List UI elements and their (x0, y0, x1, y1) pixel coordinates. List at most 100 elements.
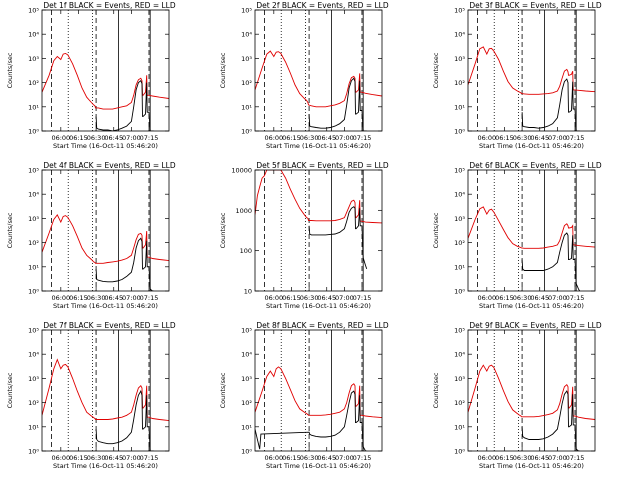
x-tick-label: 06:15 (495, 454, 514, 462)
x-tick-label: 06:30 (87, 134, 106, 142)
y-tick-label: 10⁵ (28, 167, 39, 175)
x-axis-label: Start Time (16-Oct-11 05:46:20) (266, 302, 371, 310)
plot-frame (467, 169, 596, 292)
x-tick-label: 07:00 (335, 294, 354, 302)
x-tick-label: 07:00 (335, 134, 354, 142)
x-tick-label: 06:00 (51, 134, 70, 142)
x-tick-label: 06:45 (104, 454, 123, 462)
time-markers (264, 10, 364, 131)
y-tick-label: 10⁴ (28, 351, 39, 359)
y-tick-label: 10⁰ (28, 448, 39, 456)
panel-title: Det 6f BLACK = Events, RED = LLD (469, 161, 602, 170)
lld-trace (42, 53, 169, 110)
y-axis-label: Counts/sec (432, 212, 440, 248)
x-tick-label: 06:30 (87, 454, 106, 462)
x-tick-label: 06:45 (317, 134, 336, 142)
y-tick-label: 10³ (241, 55, 252, 63)
y-axis-label: Counts/sec (6, 52, 14, 88)
x-tick-label: 06:15 (69, 454, 88, 462)
events-trace (308, 77, 367, 131)
y-axis-label: Counts/sec (6, 212, 14, 248)
y-tick-label: 10³ (28, 55, 39, 63)
y-tick-label: 10⁵ (454, 7, 465, 15)
x-tick-label: 07:00 (122, 294, 141, 302)
y-tick-label: 10² (454, 79, 465, 87)
y-tick-label: 10² (241, 79, 252, 87)
x-tick-label: 06:00 (51, 294, 70, 302)
panel-det-6: Det 6f BLACK = Events, RED = LLD 10⁰ 10¹ 10… (432, 161, 602, 310)
y-axis-label: Counts/sec (432, 372, 440, 408)
events-trace (521, 232, 581, 291)
y-tick-label: 1000 (235, 207, 252, 215)
y-tick-label: 10⁵ (241, 7, 252, 15)
events-trace (521, 390, 580, 451)
events-trace (521, 78, 580, 131)
y-tick-label: 10¹ (454, 103, 465, 111)
x-tick-label: 07:00 (548, 454, 567, 462)
plot-frame (41, 9, 170, 132)
panel-title: Det 3f BLACK = Events, RED = LLD (469, 1, 602, 10)
y-tick-label: 10² (241, 399, 252, 407)
x-tick-label: 06:30 (513, 134, 532, 142)
y-axis-label: Counts/sec (432, 52, 440, 88)
y-tick-label: 10⁴ (241, 31, 252, 39)
events-trace (308, 206, 368, 270)
panel-det-7: Det 7f BLACK = Events, RED = LLD 10⁰ 10¹ 10… (6, 321, 176, 470)
x-axis-label: Start Time (16-Oct-11 05:46:20) (53, 302, 158, 310)
y-tick-label: 10⁰ (28, 288, 39, 296)
panel-title: Det 8f BLACK = Events, RED = LLD (256, 321, 389, 330)
y-tick-label: 10² (28, 399, 39, 407)
x-axis-label: Start Time (16-Oct-11 05:46:20) (266, 462, 371, 470)
plot-frame (254, 9, 383, 132)
plot-frame (254, 169, 383, 292)
y-tick-label: 100 (240, 247, 252, 255)
events-trace (255, 390, 367, 451)
y-tick-label: 10¹ (28, 263, 39, 271)
x-axis-label: Start Time (16-Oct-11 05:46:20) (266, 142, 371, 150)
x-axis-label: Start Time (16-Oct-11 05:46:20) (53, 462, 158, 470)
x-axis-label: Start Time (16-Oct-11 05:46:20) (479, 142, 584, 150)
y-tick-label: 10⁰ (454, 128, 465, 136)
x-tick-label: 07:00 (122, 454, 141, 462)
y-tick-label: 10¹ (454, 423, 465, 431)
lld-trace (42, 214, 169, 264)
x-tick-label: 07:15 (353, 294, 372, 302)
lld-trace (255, 366, 382, 419)
lld-trace (255, 50, 382, 108)
x-tick-label: 06:45 (317, 454, 336, 462)
x-tick-label: 06:45 (317, 294, 336, 302)
x-tick-label: 07:00 (548, 134, 567, 142)
y-tick-label: 10⁵ (454, 327, 465, 335)
x-tick-label: 07:15 (353, 134, 372, 142)
y-tick-label: 10 (244, 288, 252, 296)
x-tick-label: 06:30 (513, 454, 532, 462)
time-markers (51, 170, 151, 291)
x-tick-label: 06:45 (104, 294, 123, 302)
x-tick-label: 07:15 (566, 294, 585, 302)
x-tick-label: 06:45 (530, 134, 549, 142)
y-tick-label: 10⁰ (454, 448, 465, 456)
x-tick-label: 06:00 (477, 134, 496, 142)
lld-trace (42, 358, 169, 422)
y-tick-label: 10⁵ (241, 327, 252, 335)
time-markers (477, 10, 577, 131)
x-tick-label: 07:15 (566, 134, 585, 142)
panel-title: Det 7f BLACK = Events, RED = LLD (43, 321, 176, 330)
y-tick-label: 10³ (241, 375, 252, 383)
x-tick-label: 06:30 (300, 454, 319, 462)
x-tick-label: 07:00 (335, 454, 354, 462)
x-tick-label: 06:45 (530, 294, 549, 302)
events-trace (95, 237, 154, 291)
events-trace (95, 79, 154, 131)
x-tick-label: 06:00 (264, 454, 283, 462)
y-tick-label: 10¹ (454, 263, 465, 271)
x-tick-label: 06:15 (282, 134, 301, 142)
panel-title: Det 4f BLACK = Events, RED = LLD (43, 161, 176, 170)
x-tick-label: 06:45 (104, 134, 123, 142)
events-trace (95, 389, 154, 451)
y-axis-label: Counts/sec (219, 52, 227, 88)
y-tick-label: 10⁵ (28, 7, 39, 15)
x-tick-label: 07:00 (548, 294, 567, 302)
y-tick-label: 10³ (454, 215, 465, 223)
